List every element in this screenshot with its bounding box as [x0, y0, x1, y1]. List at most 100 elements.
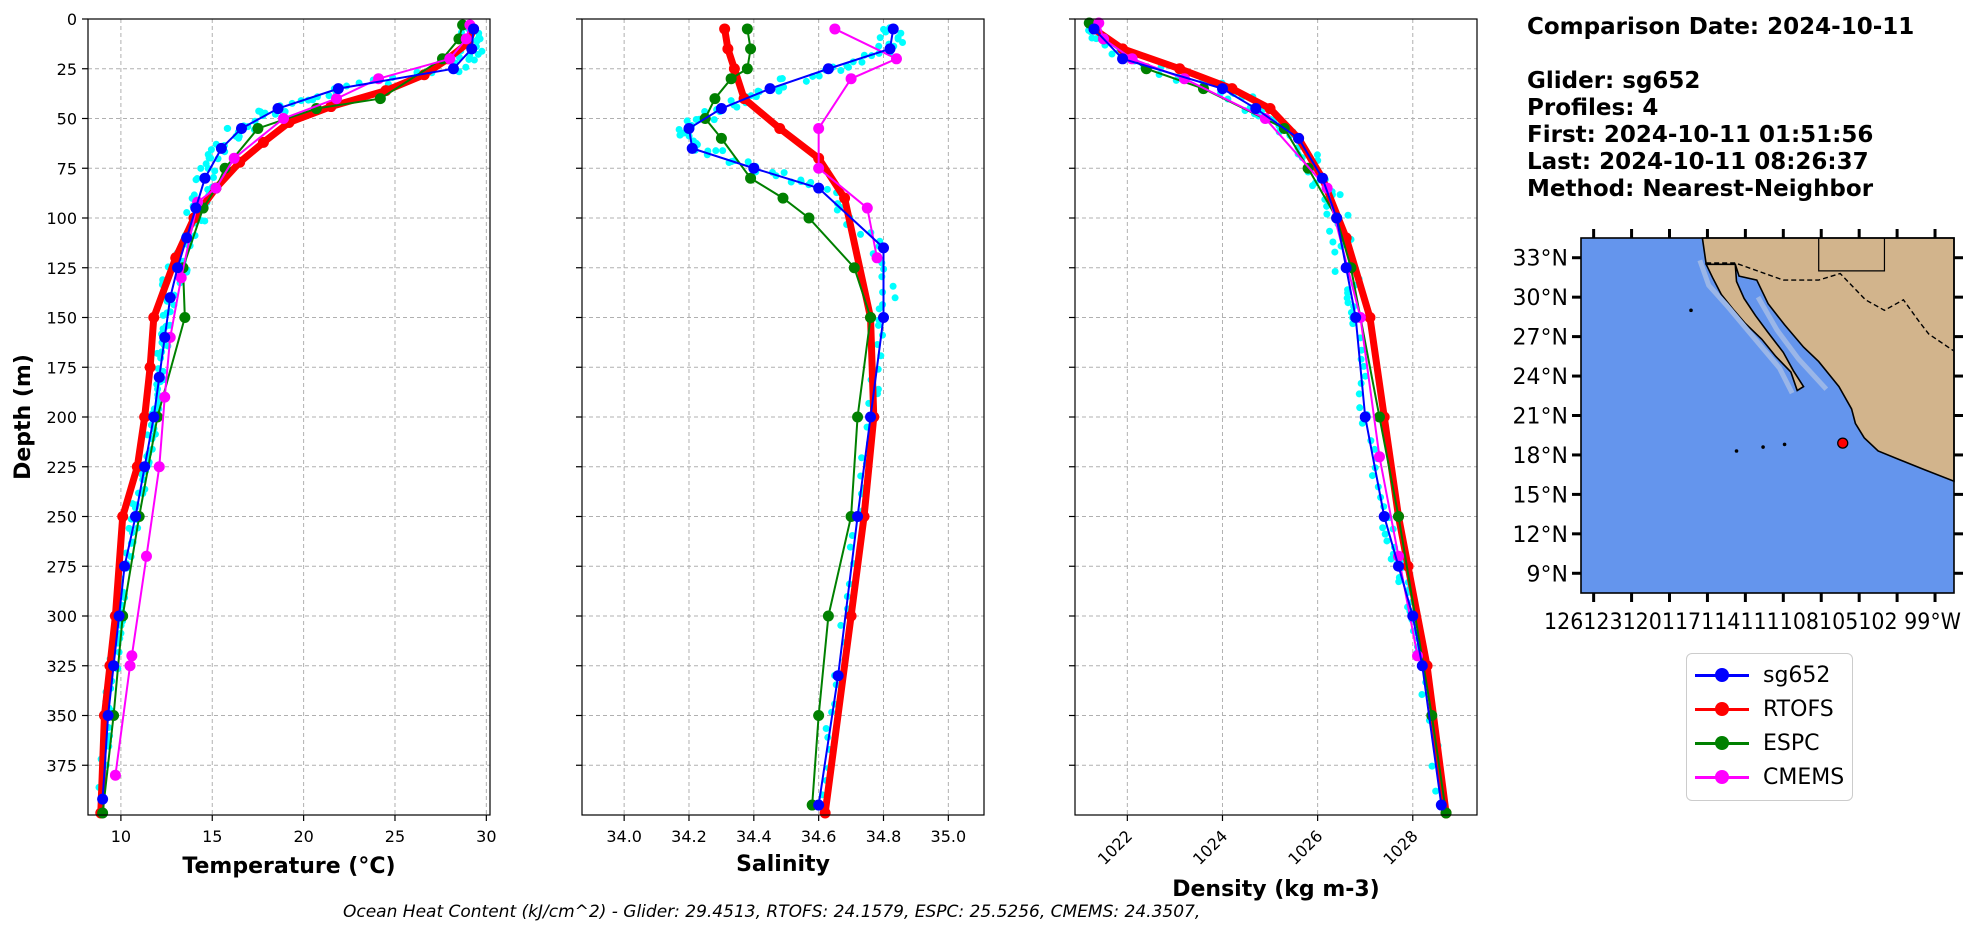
method: Method: Nearest-Neighbor	[1527, 176, 1874, 202]
series-point-sg652	[822, 63, 834, 75]
profile-point	[1092, 35, 1100, 43]
profile-point	[876, 34, 884, 42]
profile-count: Profiles: 4	[1527, 95, 1659, 121]
profile-point	[874, 321, 882, 329]
series-line-sg652	[101, 28, 475, 800]
profile-point	[235, 134, 243, 142]
profile-point	[1344, 299, 1352, 307]
series-point-rtofs	[1226, 83, 1238, 95]
series-point-rtofs	[148, 312, 160, 323]
legend-label: sg652	[1763, 662, 1831, 688]
profile-point	[889, 282, 897, 290]
profile-point	[899, 39, 907, 47]
profile-point	[712, 147, 720, 155]
map-shelf	[1697, 259, 1795, 395]
series-point-sg652	[97, 793, 109, 805]
profile-point	[159, 311, 167, 319]
map-lon-labels: 126123120117114111108105102 99°W	[1544, 610, 1961, 635]
series-point-rtofs	[1364, 312, 1376, 323]
map-state-border	[1818, 238, 1886, 272]
series-point-espc	[1440, 807, 1452, 819]
profile-point	[1418, 690, 1426, 698]
series-point-sg652	[190, 202, 202, 214]
x-tick-label: 1024	[1189, 826, 1231, 868]
series-point-espc	[725, 73, 737, 85]
series-point-sg652	[1316, 172, 1328, 184]
series-point-sg652	[1359, 411, 1371, 423]
x-tick-label: 1028	[1379, 826, 1421, 868]
series-point-sg652	[884, 43, 896, 55]
profile-point	[1329, 238, 1337, 246]
series-line-cmems	[1097, 22, 1419, 656]
profile-point	[210, 174, 218, 181]
y-tick-label: 25	[57, 60, 77, 79]
profile-point	[1387, 555, 1395, 563]
profile-point	[1313, 151, 1321, 159]
series-point-espc	[219, 162, 231, 174]
profile-point	[857, 230, 865, 238]
series-point-rtofs	[170, 252, 182, 264]
series-line-espc	[101, 24, 464, 814]
legend: sg652 RTOFS ESPC CMEMS	[1686, 653, 1853, 801]
series-point-rtofs	[1402, 560, 1414, 572]
series-point-rtofs	[139, 411, 151, 423]
profile-point	[683, 117, 691, 125]
series-point-cmems	[159, 391, 171, 403]
series-point-espc	[852, 411, 864, 423]
x-tick-label: 34.4	[736, 827, 772, 846]
map-lat-label: 12°N	[1513, 523, 1568, 548]
series-point-espc	[803, 212, 815, 224]
series-point-rtofs	[1117, 43, 1129, 55]
y-tick-label: 300	[46, 607, 77, 626]
series-point-cmems	[1259, 113, 1271, 124]
y-tick-label: 375	[46, 756, 77, 775]
series-point-sg652	[130, 511, 142, 522]
series-point-sg652	[181, 232, 193, 244]
y-tick-label: 0	[67, 10, 77, 29]
map-island	[1689, 308, 1693, 313]
series-point-espc	[813, 710, 825, 721]
series-point-cmems	[278, 113, 290, 124]
series-point-sg652	[1117, 53, 1129, 65]
profile-point	[719, 147, 727, 155]
series-point-sg652	[1088, 23, 1100, 35]
profile-point	[1381, 530, 1389, 538]
series-line-rtofs	[1092, 26, 1450, 814]
series-point-sg652	[164, 292, 176, 304]
density-panel: 1022 1024 1026 1028 Density (kg m-3)	[1069, 17, 1478, 902]
profile-point	[325, 92, 333, 100]
profile-point	[1356, 404, 1364, 412]
axes-frame	[1074, 18, 1478, 816]
x-tick-label: 34.8	[866, 827, 902, 846]
series-point-sg652	[119, 560, 131, 572]
legend-item-cmems: CMEMS	[1695, 762, 1844, 792]
y-tick-label: 325	[46, 657, 77, 676]
ocean-heat-content-footer: Ocean Heat Content (kJ/cm^2) - Glider: 2…	[343, 902, 1201, 922]
profile-point	[255, 107, 263, 115]
profile-point	[807, 178, 815, 186]
series-point-sg652	[865, 411, 877, 423]
x-tick-label: 20	[293, 827, 313, 846]
series-point-espc	[745, 43, 757, 55]
profile-point	[183, 209, 191, 217]
series-point-sg652	[172, 262, 184, 274]
series-point-espc	[741, 23, 753, 35]
series-point-cmems	[813, 162, 825, 174]
series-point-cmems	[1373, 451, 1385, 463]
series-point-sg652	[1350, 312, 1362, 323]
legend-item-rtofs: RTOFS	[1695, 694, 1834, 724]
series-point-cmems	[331, 93, 343, 105]
series-point-sg652	[447, 63, 459, 75]
profile-point	[1336, 191, 1344, 199]
series-point-cmems	[813, 122, 825, 134]
x-axis-label: Density (kg m-3)	[1172, 877, 1380, 902]
temperature-panel: 0 25 50 75 100 125 150 175 200 225 250 275 300 325 350…	[11, 10, 497, 879]
series-point-cmems	[175, 272, 187, 284]
map-lat-label: 18°N	[1513, 444, 1568, 469]
series-point-rtofs	[728, 63, 740, 75]
y-tick-label: 275	[46, 557, 77, 576]
profile-point	[837, 621, 845, 629]
series-point-sg652	[153, 371, 165, 383]
legend-item-sg652: sg652	[1695, 660, 1830, 690]
series-line-espc	[1088, 22, 1448, 814]
